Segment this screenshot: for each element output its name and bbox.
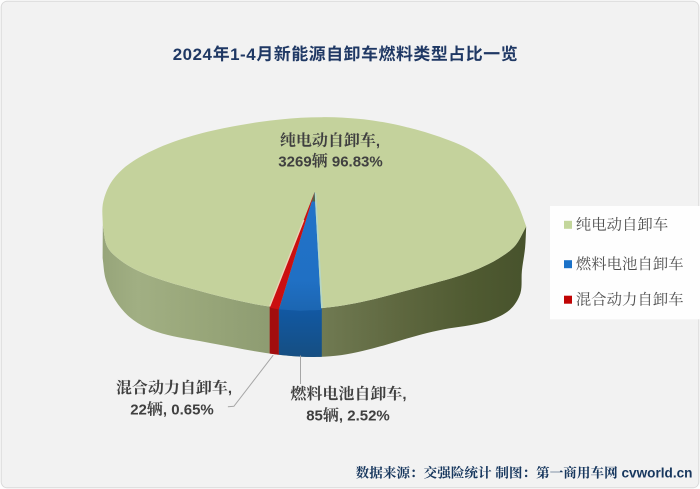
svg-text:3269: 3269 bbox=[278, 153, 311, 170]
svg-text:96.83%: 96.83% bbox=[328, 153, 383, 170]
svg-text:,: , bbox=[228, 380, 232, 397]
svg-text:85: 85 bbox=[306, 408, 323, 425]
svg-text:1-4: 1-4 bbox=[230, 45, 256, 64]
svg-text:cvworld.cn: cvworld.cn bbox=[618, 466, 693, 481]
svg-text:, 0.65%: , 0.65% bbox=[163, 402, 214, 419]
svg-text:,: , bbox=[402, 386, 406, 403]
svg-text:22: 22 bbox=[130, 402, 147, 419]
svg-text:2024: 2024 bbox=[173, 45, 213, 64]
svg-text:,: , bbox=[376, 133, 380, 150]
svg-text:, 2.52%: , 2.52% bbox=[339, 408, 390, 425]
